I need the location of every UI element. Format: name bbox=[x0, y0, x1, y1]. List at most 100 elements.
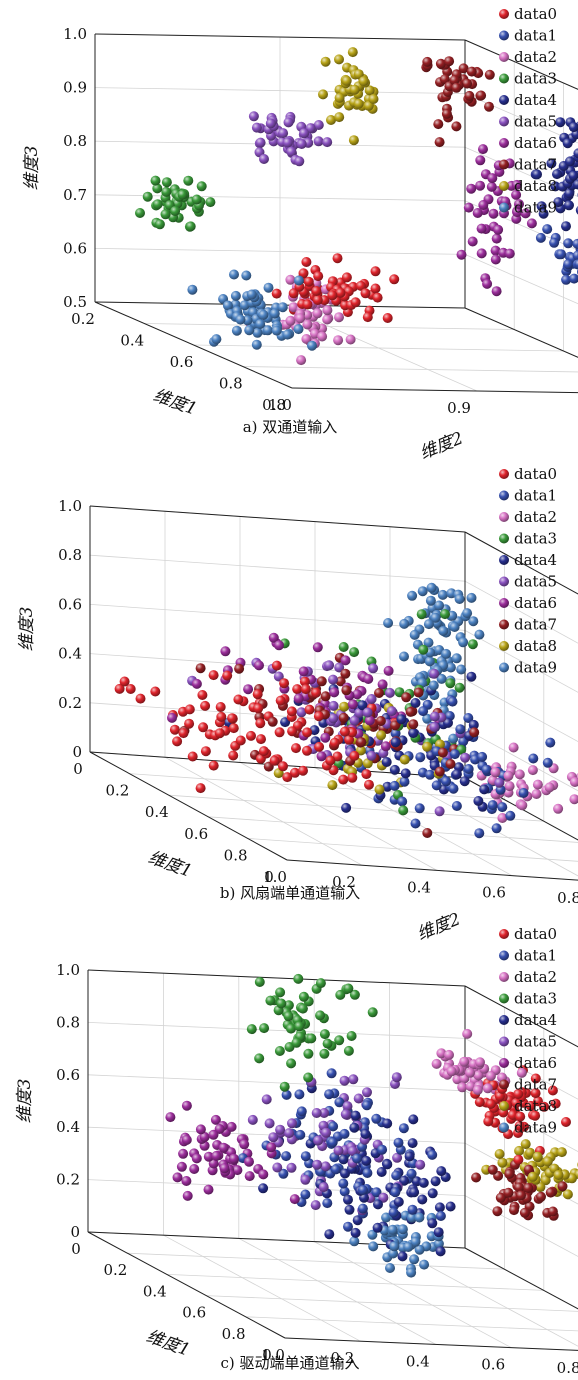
scatter-point-data1 bbox=[281, 1089, 292, 1100]
scatter-point-data3 bbox=[445, 678, 456, 689]
y-tick-label: 0.6 bbox=[482, 884, 506, 902]
scatter-point-data1 bbox=[549, 237, 560, 248]
scatter-point-data4 bbox=[445, 1201, 456, 1212]
scatter-point-data0 bbox=[302, 299, 313, 310]
grid-line bbox=[129, 773, 505, 800]
scatter-point-data9 bbox=[424, 656, 435, 667]
legend-label: data5 bbox=[514, 113, 557, 131]
scatter-point-data1 bbox=[535, 232, 546, 243]
scatter-point-data1 bbox=[477, 751, 488, 762]
scatter-point-data8 bbox=[553, 1170, 564, 1180]
scatter-point-data0 bbox=[344, 734, 355, 745]
legend-marker bbox=[499, 1058, 509, 1068]
scatter-point-data6 bbox=[383, 665, 394, 676]
scatter-point-data9 bbox=[258, 309, 269, 320]
scatter-point-data1 bbox=[357, 1203, 368, 1214]
scatter-point-data1 bbox=[407, 1204, 418, 1215]
scatter-point-data3 bbox=[246, 1024, 257, 1035]
grid-line bbox=[242, 366, 578, 373]
grid-line bbox=[245, 1316, 578, 1332]
scatter-point-data1 bbox=[481, 764, 492, 775]
scatter-point-data0 bbox=[252, 689, 263, 700]
scatter-point-data9 bbox=[241, 270, 252, 281]
scatter-point-data0 bbox=[135, 693, 146, 704]
scatter-point-data5 bbox=[282, 137, 293, 148]
scatter-point-data4 bbox=[568, 122, 578, 133]
scatter-point-data8 bbox=[362, 758, 373, 769]
scatter-point-data9 bbox=[417, 586, 428, 597]
y-tick-label: 0.2 bbox=[332, 873, 356, 891]
scatter-point-data1 bbox=[542, 757, 553, 768]
scatter-point-data1 bbox=[371, 1187, 382, 1198]
scatter-point-data9 bbox=[448, 733, 459, 744]
scatter-point-data6 bbox=[511, 179, 522, 190]
scatter-point-data2 bbox=[514, 769, 525, 780]
y-tick-label: 0.4 bbox=[406, 1352, 430, 1370]
scatter-point-data3 bbox=[150, 175, 161, 186]
scatter-point-data3 bbox=[152, 199, 163, 210]
scatter-point-data6 bbox=[218, 1142, 229, 1153]
scatter-point-data7 bbox=[401, 692, 412, 703]
scatter-point-data2 bbox=[490, 767, 501, 778]
scatter-point-data4 bbox=[349, 1122, 360, 1133]
scatter-point-data7 bbox=[445, 759, 456, 769]
legend-label: data4 bbox=[514, 1011, 557, 1029]
scatter-point-data2 bbox=[508, 742, 519, 753]
scatter-point-data6 bbox=[239, 1139, 250, 1150]
scatter-point-data3 bbox=[286, 1023, 296, 1034]
scatter-point-data6 bbox=[526, 218, 537, 229]
scatter-point-data2 bbox=[285, 315, 296, 326]
grid-line bbox=[314, 1241, 512, 1348]
legend-label: data2 bbox=[514, 968, 557, 986]
scatter-point-data5 bbox=[313, 1135, 324, 1146]
scatter-point-data2 bbox=[569, 777, 578, 787]
grid-line bbox=[286, 859, 578, 881]
scatter-point-data5 bbox=[333, 1145, 344, 1156]
scatter-point-data5 bbox=[460, 752, 471, 763]
legend-marker bbox=[499, 159, 509, 170]
scatter-point-data3 bbox=[259, 1023, 270, 1034]
scatter-point-data7 bbox=[509, 1205, 519, 1216]
scatter-point-data0 bbox=[172, 736, 183, 747]
scatter-point-data4 bbox=[410, 698, 421, 708]
scatter-point-data2 bbox=[296, 355, 307, 366]
scatter-point-data0 bbox=[198, 722, 209, 733]
scatter-point-data0 bbox=[361, 769, 372, 780]
scatter-point-data5 bbox=[429, 668, 440, 679]
scatter-point-data0 bbox=[339, 726, 350, 737]
scatter-point-data4 bbox=[436, 1166, 447, 1177]
scatter-point-data5 bbox=[342, 1101, 353, 1112]
x-tick-label: 0.8 bbox=[219, 375, 243, 393]
scatter-point-data1 bbox=[418, 706, 429, 717]
scatter-point-data0 bbox=[208, 670, 219, 681]
scatter-point-data7 bbox=[487, 1164, 498, 1175]
scatter-point-data7 bbox=[545, 1187, 556, 1198]
scatter-point-data6 bbox=[490, 245, 501, 256]
scatter-point-data0 bbox=[282, 772, 293, 783]
scatter-point-data1 bbox=[556, 249, 567, 260]
scatter-points bbox=[114, 582, 578, 839]
scatter-point-data5 bbox=[283, 117, 294, 128]
scatter-point-data1 bbox=[574, 259, 578, 269]
scatter-point-data5 bbox=[275, 1124, 286, 1135]
scatter-point-data0 bbox=[287, 726, 298, 737]
x-tick-label: 0.6 bbox=[184, 825, 208, 843]
scatter-point-data3 bbox=[205, 197, 216, 208]
grid-line bbox=[238, 1238, 436, 1345]
scatter-point-data7 bbox=[195, 663, 206, 674]
scatter-point-data0 bbox=[299, 676, 310, 687]
scatter-point-data8 bbox=[327, 780, 338, 791]
scatter-point-data1 bbox=[358, 1185, 368, 1195]
x-tick-label: 0.4 bbox=[143, 1282, 167, 1300]
grid-line bbox=[464, 630, 578, 693]
axis-edge bbox=[87, 969, 466, 987]
z-tick-label: 1.0 bbox=[58, 497, 82, 515]
scatter-point-data0 bbox=[507, 1110, 518, 1120]
legend-marker bbox=[499, 30, 509, 41]
legend-label: data3 bbox=[514, 990, 557, 1008]
legend-marker bbox=[499, 490, 509, 501]
scatter-point-data6 bbox=[210, 1114, 221, 1125]
scatter-point-data0 bbox=[515, 1111, 526, 1122]
scatter-point-data5 bbox=[362, 1087, 372, 1098]
legend-label: data6 bbox=[514, 594, 557, 612]
